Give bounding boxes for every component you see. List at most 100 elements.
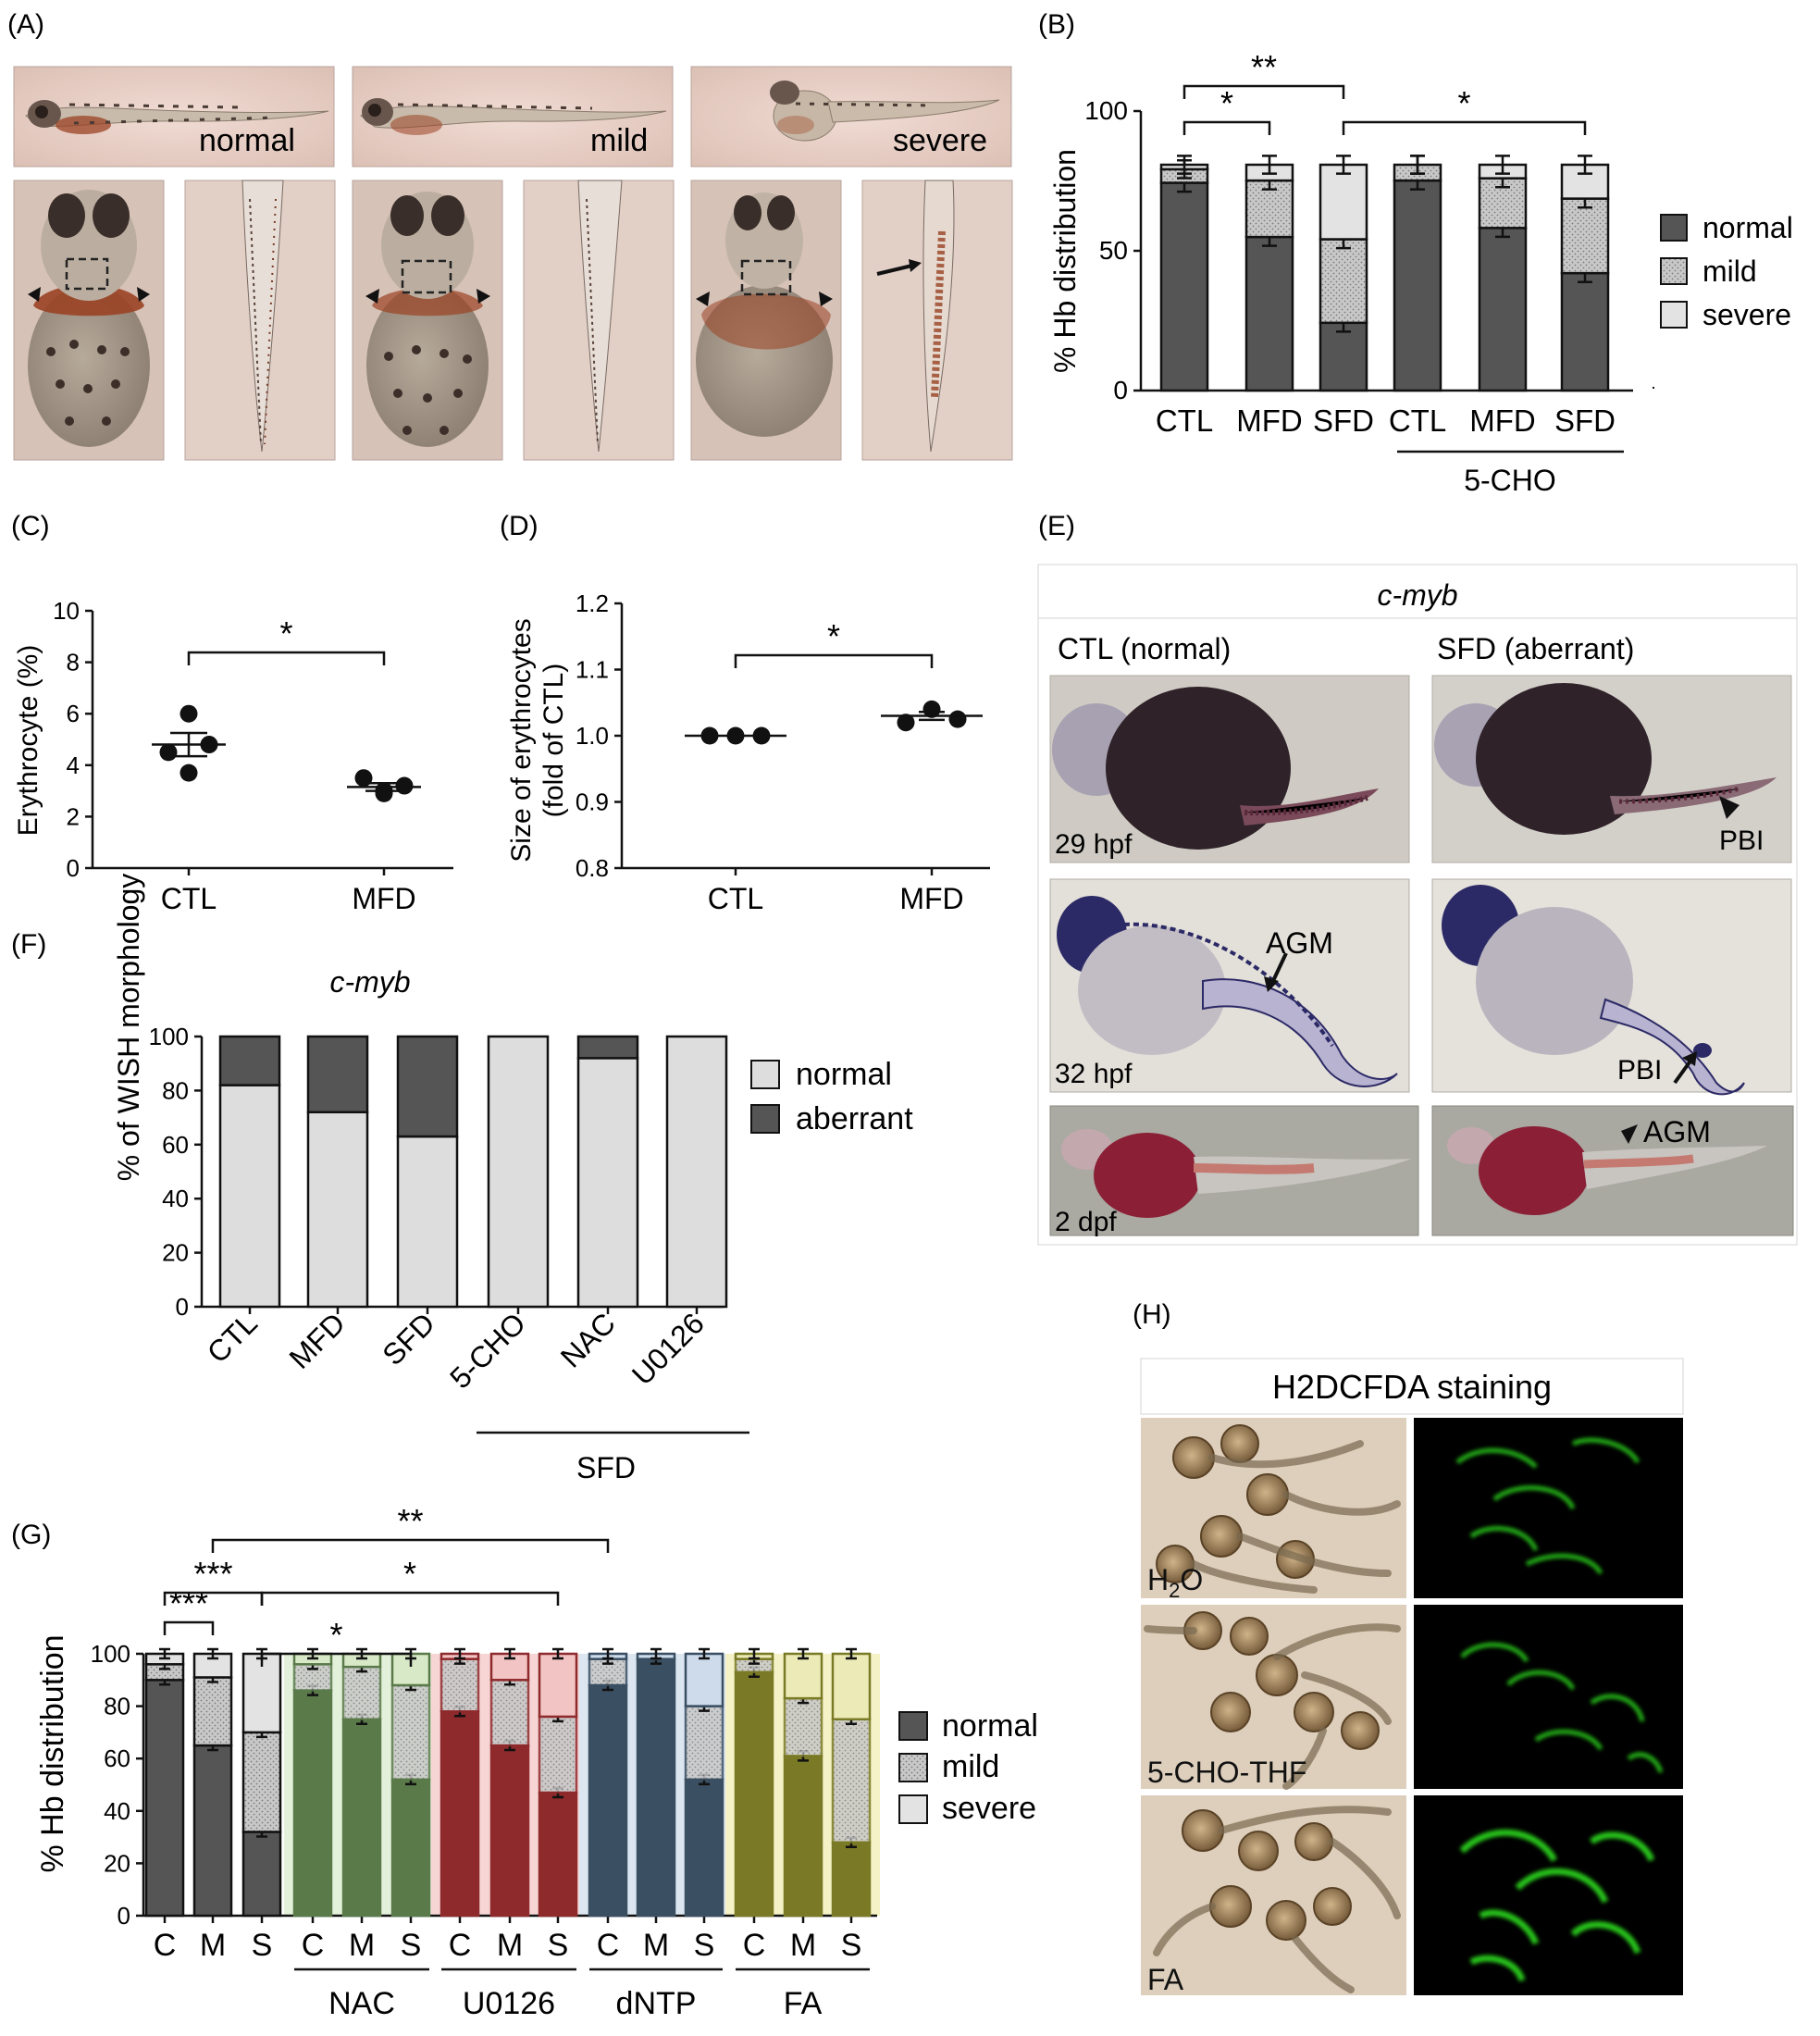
chart-b-x-tick-label: MFD — [1236, 403, 1302, 438]
chart-d-sem-bar — [919, 711, 945, 722]
label-normal: normal — [199, 123, 295, 158]
chart-f-legend-normal: normal — [796, 1057, 892, 1092]
chart-g-bar-normal — [292, 1689, 333, 1918]
chart-d-point — [948, 710, 967, 728]
panel-h-h2dcfda: H2DCFDA staining H2O — [1140, 1358, 1684, 1996]
brightfield-h2o: H2O — [1141, 1418, 1406, 1602]
tail-view-severe — [861, 180, 1013, 461]
chart-g-y-tick-label: 0 — [118, 1902, 130, 1930]
panel-e-wish: c-myb CTL (normal) SFD (aberrant) 29 hpf… — [1037, 564, 1798, 1246]
chart-b-axes: 0 50 100 — [1084, 96, 1654, 404]
chart-d-sig-label: * — [827, 617, 840, 655]
chart-g-x-tick-label: C — [154, 1928, 177, 1963]
chart-g-bar-severe — [241, 1652, 282, 1734]
dorsal-view-mild — [352, 180, 503, 461]
chart-b-bar-normal — [1244, 235, 1294, 392]
chart-b-error-bar — [1177, 155, 1192, 175]
chart-g-y-tick-label: 20 — [104, 1849, 130, 1877]
chart-g-sig-c-m-bracket — [163, 1620, 215, 1635]
lateral-view-mild: mild — [352, 66, 674, 168]
chart-g-group-label: NAC — [328, 1986, 395, 2021]
chart-g-group-label: U0126 — [463, 1986, 555, 2021]
chart-g-bar-mild — [538, 1715, 578, 1794]
chart-g-bar-mild — [684, 1705, 724, 1782]
chart-b-legend-severe: severe — [1702, 298, 1791, 331]
chart-g-y-tick-label: 60 — [104, 1744, 130, 1772]
chart-c-point — [159, 743, 178, 762]
brightfield-5cho-thf: 5-CHO-THF — [1141, 1605, 1406, 1790]
chart-b-y-tick-label: 100 — [1084, 96, 1128, 125]
chart-f-bar-normal — [218, 1084, 281, 1309]
chart-b-bar-normal — [1560, 271, 1610, 392]
chart-g-error-bar — [650, 1647, 662, 1660]
chart-g-bar-normal — [734, 1670, 774, 1918]
chart-b-sig-ctl-sfd-label: ** — [1251, 48, 1277, 86]
arrow-agm-32hpf — [1270, 952, 1288, 984]
chart-c-y-tick-label: 4 — [67, 751, 80, 779]
chart-g-bar-normal — [684, 1778, 724, 1918]
wish-32hpf-sfd: PBI — [1431, 878, 1792, 1096]
chart-g-error-bar — [602, 1647, 613, 1660]
chart-d-y-tick-label: 1.0 — [576, 722, 609, 750]
chart-f-x-tick-label: SFD — [376, 1306, 441, 1372]
chart-f-y-tick-label: 40 — [162, 1185, 189, 1212]
panel-label-d: (D) — [500, 511, 539, 541]
panel-label-e: (E) — [1038, 511, 1075, 541]
fluorescence-5cho-thf — [1414, 1605, 1683, 1789]
chart-g-y-tick-label: 40 — [104, 1797, 130, 1825]
chart-g-bar-normal — [390, 1778, 431, 1918]
chart-b-error-bar — [1410, 155, 1425, 175]
chart-b-corner-dot — [1653, 387, 1654, 389]
chart-g-bar-normal — [241, 1831, 282, 1918]
chart-b-x-ticks: CTL MFD SFD CTL MFD SFD — [1156, 403, 1616, 438]
chart-f-legend-aberrant: aberrant — [796, 1101, 913, 1136]
chart-g-x-tick-label: M — [200, 1928, 226, 1963]
chart-g-error-bar — [749, 1647, 760, 1660]
chart-f-bar-normal — [396, 1135, 459, 1309]
chart-b-sig-ctl-mfd-label: * — [1220, 84, 1233, 122]
chart-g-legend-normal: normal — [942, 1708, 1038, 1744]
chart-b-sig-sfd-sfd5cho-label: * — [1457, 84, 1470, 122]
chart-f-bar-normal — [306, 1111, 369, 1309]
chart-c-sig-bracket — [187, 651, 386, 665]
chart-g-x-tick-label: M — [497, 1928, 523, 1963]
panel-label-a: (A) — [7, 9, 44, 40]
chart-g-bar-mild — [241, 1731, 282, 1833]
fluorescence-fa — [1414, 1795, 1683, 1995]
wish-29hpf-sfd: PBI — [1431, 675, 1792, 863]
chart-g-bar-mild — [440, 1657, 480, 1713]
panel-e-col-right: SFD (aberrant) — [1437, 632, 1634, 665]
chart-c-y-tick-label: 2 — [67, 802, 80, 830]
chart-f-bar-aberrant — [396, 1035, 459, 1138]
chart-g-bar-normal — [636, 1657, 676, 1918]
chart-f-x-tick-label: CTL — [201, 1306, 264, 1369]
chart-g-bar-normal — [538, 1791, 578, 1918]
chart-g-x-tick-label: S — [401, 1928, 422, 1963]
chart-f-y-tick-label: 60 — [162, 1131, 189, 1159]
chart-g-x-tick-label: M — [643, 1928, 669, 1963]
chart-f-bar-normal — [487, 1035, 550, 1309]
chart-d-point — [897, 714, 915, 732]
chart-c-sem-bar — [365, 782, 402, 792]
chart-f-title: c-myb — [329, 965, 410, 999]
chart-c-sig-label: * — [279, 615, 292, 652]
chart-b-legend-mild: mild — [1702, 254, 1757, 288]
chart-f-x-ticks: CTL MFD SFD 5-CHO NAC U0126 — [201, 1306, 711, 1395]
chart-b-bar-mild — [1560, 197, 1610, 275]
chart-f-bars — [218, 1035, 728, 1309]
label-mild: mild — [590, 123, 648, 158]
chart-g-bar-normal — [783, 1755, 823, 1918]
chart-b-error-bar — [1336, 155, 1351, 175]
chart-b-legend: normal mild severe — [1660, 211, 1793, 331]
chart-g-bar-normal — [489, 1744, 530, 1918]
chart-g-bar-mild — [489, 1679, 530, 1747]
panel-h-row3-label: FA — [1147, 1963, 1184, 1996]
chart-f-wish-morphology: c-myb % of WISH morphology 020406080100 … — [112, 874, 913, 1484]
chart-b-sig-ctl-sfd-bracket — [1182, 84, 1345, 99]
chart-c-axes: 0 2 4 6 8 10 CTL MFD — [53, 597, 453, 915]
arrow-pbi-32hpf — [1673, 1058, 1693, 1085]
chart-b-sig-ctl-mfd-bracket — [1182, 120, 1271, 135]
chart-c-point — [180, 704, 198, 723]
